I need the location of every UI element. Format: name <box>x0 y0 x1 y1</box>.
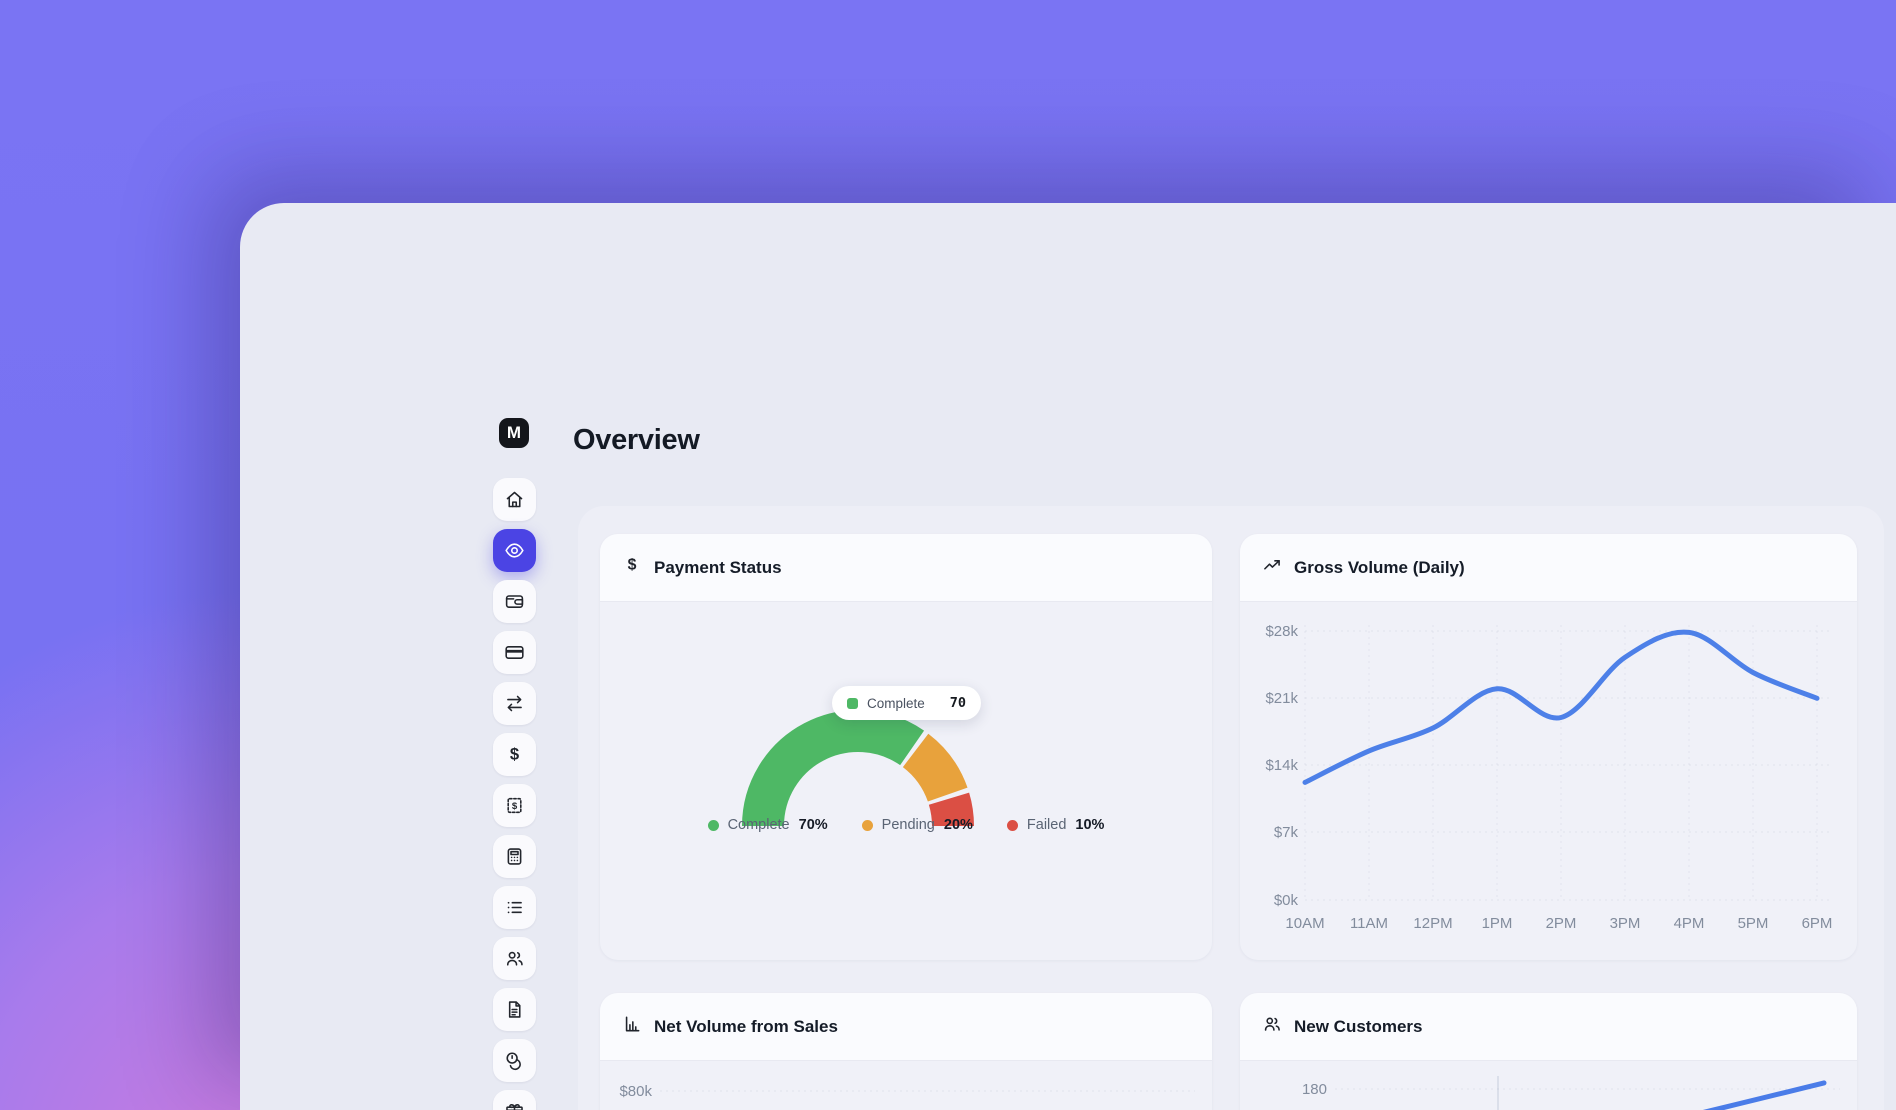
receipt-icon: $ <box>507 797 522 814</box>
sidebar-item-transfer[interactable] <box>493 682 536 725</box>
svg-text:3PM: 3PM <box>1610 915 1641 932</box>
svg-text:$7k: $7k <box>1274 824 1299 841</box>
calculator-icon <box>507 848 522 865</box>
sidebar-item-coins[interactable] <box>493 1039 536 1082</box>
file-icon <box>508 1001 521 1018</box>
page-title: Overview <box>573 424 700 456</box>
gross-volume-header: Gross Volume (Daily) <box>1240 534 1857 602</box>
payment-status-card: $ Payment Status Complete 70 Complete 70%… <box>600 534 1212 960</box>
legend-dot <box>707 819 719 831</box>
svg-text:1PM: 1PM <box>1482 915 1513 932</box>
sidebar-item-receipt[interactable]: $ <box>493 784 536 827</box>
wallet-icon <box>505 595 524 608</box>
dollar-icon: $ <box>510 744 519 763</box>
gift-icon <box>506 1104 523 1110</box>
sidebar-item-users[interactable] <box>493 937 536 980</box>
legend-value: 10% <box>1075 817 1105 833</box>
tooltip-value: 70 <box>949 695 967 711</box>
dollar-icon: $ <box>628 557 637 574</box>
trending-up-icon <box>1262 555 1282 580</box>
svg-text:$0k: $0k <box>1274 892 1299 909</box>
sidebar-item-home[interactable] <box>493 478 536 521</box>
legend-label: Failed <box>1026 817 1067 833</box>
svg-text:$80k: $80k <box>619 1083 652 1100</box>
svg-text:4PM: 4PM <box>1674 915 1705 932</box>
legend-item-complete: Complete 70% <box>707 817 828 833</box>
app-window: M Overview $ $ $ Payment Status Complete … <box>240 203 1896 1110</box>
net-volume-chart: $80k$60k$40k$20k <box>619 1083 1195 1100</box>
transfer-icon <box>507 695 522 712</box>
new-customers-title: New Customers <box>1294 1016 1423 1036</box>
gauge-tooltip: Complete 70 <box>832 686 982 720</box>
net-volume-card: Net Volume from Sales $80k$60k$40k$20k <box>600 993 1212 1110</box>
app-logo[interactable]: M <box>499 418 529 448</box>
svg-text:$: $ <box>512 801 518 812</box>
legend-label: Complete <box>727 817 790 833</box>
svg-text:$28k: $28k <box>1265 623 1298 640</box>
svg-text:6PM: 6PM <box>1802 915 1833 932</box>
payment-status-title: Payment Status <box>654 557 782 577</box>
legend-value: 20% <box>943 817 973 833</box>
svg-text:10AM: 10AM <box>1285 915 1324 932</box>
users-icon <box>1262 1014 1282 1039</box>
dollar-icon: $ <box>622 555 642 580</box>
new-customers-card: New Customers 1801359045 Week 2 This Mon… <box>1240 993 1857 1110</box>
new-customers-chart: 1801359045 <box>1302 1076 1840 1110</box>
svg-text:5PM: 5PM <box>1738 915 1769 932</box>
svg-text:180: 180 <box>1302 1081 1327 1098</box>
legend-dot <box>1006 819 1018 831</box>
payment-legend: Complete 70% Pending 20% Failed 10% <box>600 817 1212 833</box>
sidebar-item-dollar[interactable]: $ <box>493 733 536 776</box>
svg-text:11AM: 11AM <box>1350 915 1388 932</box>
sidebar-item-file[interactable] <box>493 988 536 1031</box>
net-volume-header: Net Volume from Sales <box>600 993 1212 1061</box>
svg-text:2PM: 2PM <box>1546 915 1577 932</box>
legend-item-failed: Failed 10% <box>1006 817 1105 833</box>
bar-chart-icon <box>622 1014 642 1039</box>
credit-card-icon <box>505 646 524 659</box>
home-icon <box>506 491 523 508</box>
tooltip-label: Complete <box>867 695 925 711</box>
svg-text:$: $ <box>510 744 519 763</box>
svg-text:$: $ <box>628 557 637 574</box>
coins-icon <box>506 1052 521 1071</box>
svg-text:$14k: $14k <box>1265 757 1298 774</box>
tooltip-swatch <box>847 697 858 709</box>
sidebar-item-wallet[interactable] <box>493 580 536 623</box>
sidebar: $ $ <box>493 478 536 1110</box>
gross-volume-title: Gross Volume (Daily) <box>1294 557 1465 577</box>
legend-value: 70% <box>798 817 828 833</box>
payment-status-gauge <box>742 710 975 827</box>
svg-text:$21k: $21k <box>1265 690 1298 707</box>
new-customers-header: New Customers <box>1240 993 1857 1061</box>
trend-icon <box>1264 560 1280 570</box>
users-icon <box>506 951 523 966</box>
sidebar-item-gift[interactable] <box>493 1090 536 1110</box>
net-volume-title: Net Volume from Sales <box>654 1016 838 1036</box>
payment-status-header: $ Payment Status <box>600 534 1212 602</box>
list-icon <box>507 901 522 914</box>
legend-item-pending: Pending 20% <box>861 817 973 833</box>
users-icon <box>1264 1017 1280 1031</box>
legend-label: Pending <box>881 817 935 833</box>
bar-chart-icon <box>625 1016 640 1032</box>
gross-volume-chart: $28k $21k $14k $7k $0k 10AM 11AM 12PM 1PM 2PM 3PM 4… <box>1265 623 1833 932</box>
gross-volume-card: Gross Volume (Daily) $28k $21k $14k $7k $0k 1… <box>1240 534 1857 960</box>
sidebar-item-list[interactable] <box>493 886 536 929</box>
legend-dot <box>861 819 873 831</box>
eye-icon <box>505 543 524 558</box>
sidebar-item-calculator[interactable] <box>493 835 536 878</box>
svg-text:12PM: 12PM <box>1413 915 1452 932</box>
sidebar-item-card[interactable] <box>493 631 536 674</box>
sidebar-item-eye[interactable] <box>493 529 536 572</box>
